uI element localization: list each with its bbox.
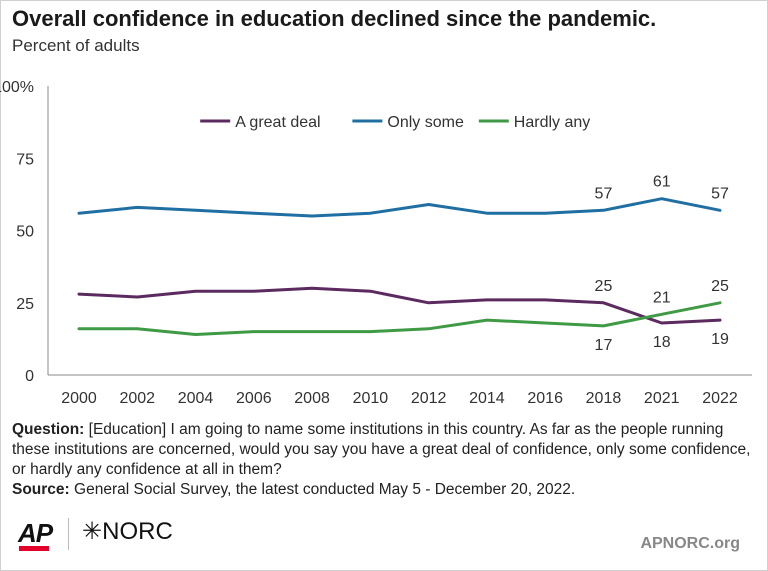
- source-label: Source:: [12, 481, 70, 498]
- chart-title: Overall confidence in education declined…: [12, 6, 657, 31]
- y-tick-label: 100%: [0, 79, 34, 96]
- x-tick-label: 2006: [236, 390, 272, 407]
- x-tick-label: 2000: [61, 390, 97, 407]
- x-tick-label: 2010: [353, 390, 389, 407]
- legend-label: A great deal: [235, 114, 320, 131]
- data-label: 57: [595, 185, 613, 202]
- x-tick-label: 2022: [702, 390, 738, 407]
- norc-logo: ✳NORC: [82, 518, 173, 545]
- data-label: 25: [595, 278, 613, 295]
- x-tick-label: 2008: [294, 390, 330, 407]
- data-label: 61: [653, 174, 671, 191]
- y-tick-label: 50: [16, 224, 34, 241]
- data-label: 18: [653, 334, 671, 351]
- x-tick-label: 2018: [586, 390, 622, 407]
- x-tick-label: 2004: [178, 390, 214, 407]
- ap-logo: AP: [18, 518, 53, 548]
- ap-logo-bar: [19, 546, 49, 551]
- line-chart: 0 25 50 75 100% 2000 2002 2004 2006 2008 2010 2012 2…: [0, 79, 752, 407]
- x-tick-label: 2016: [527, 390, 563, 407]
- data-label: 57: [711, 185, 729, 202]
- x-tick-label: 2014: [469, 390, 505, 407]
- legend-label: Only some: [387, 114, 464, 131]
- site-link[interactable]: APNORC.org: [640, 535, 740, 552]
- x-tick-label: 2012: [411, 390, 447, 407]
- series-line-0: [77, 286, 722, 325]
- series-line-2: [77, 301, 722, 336]
- question-label: Question:: [12, 421, 85, 438]
- logo-divider: [68, 518, 69, 550]
- question-text: [Education] I am going to name some inst…: [12, 421, 751, 478]
- source-note: Source: General Social Survey, the lates…: [12, 480, 752, 500]
- legend-label: Hardly any: [514, 114, 590, 131]
- y-tick-label: 25: [16, 296, 34, 313]
- data-label: 19: [711, 331, 729, 348]
- data-label: 25: [711, 278, 729, 295]
- data-label: 21: [653, 289, 671, 306]
- x-tick-label: 2002: [119, 390, 155, 407]
- chart-notes: Question: [Education] I am going to name…: [12, 420, 752, 500]
- source-text: General Social Survey, the latest conduc…: [74, 481, 576, 498]
- y-tick-label: 75: [16, 151, 34, 168]
- data-label: 17: [595, 337, 613, 354]
- series-line-1: [77, 197, 722, 218]
- x-tick-label: 2021: [644, 390, 680, 407]
- question-note: Question: [Education] I am going to name…: [12, 420, 752, 480]
- chart-subtitle: Percent of adults: [12, 36, 140, 55]
- y-tick-label: 0: [25, 368, 34, 385]
